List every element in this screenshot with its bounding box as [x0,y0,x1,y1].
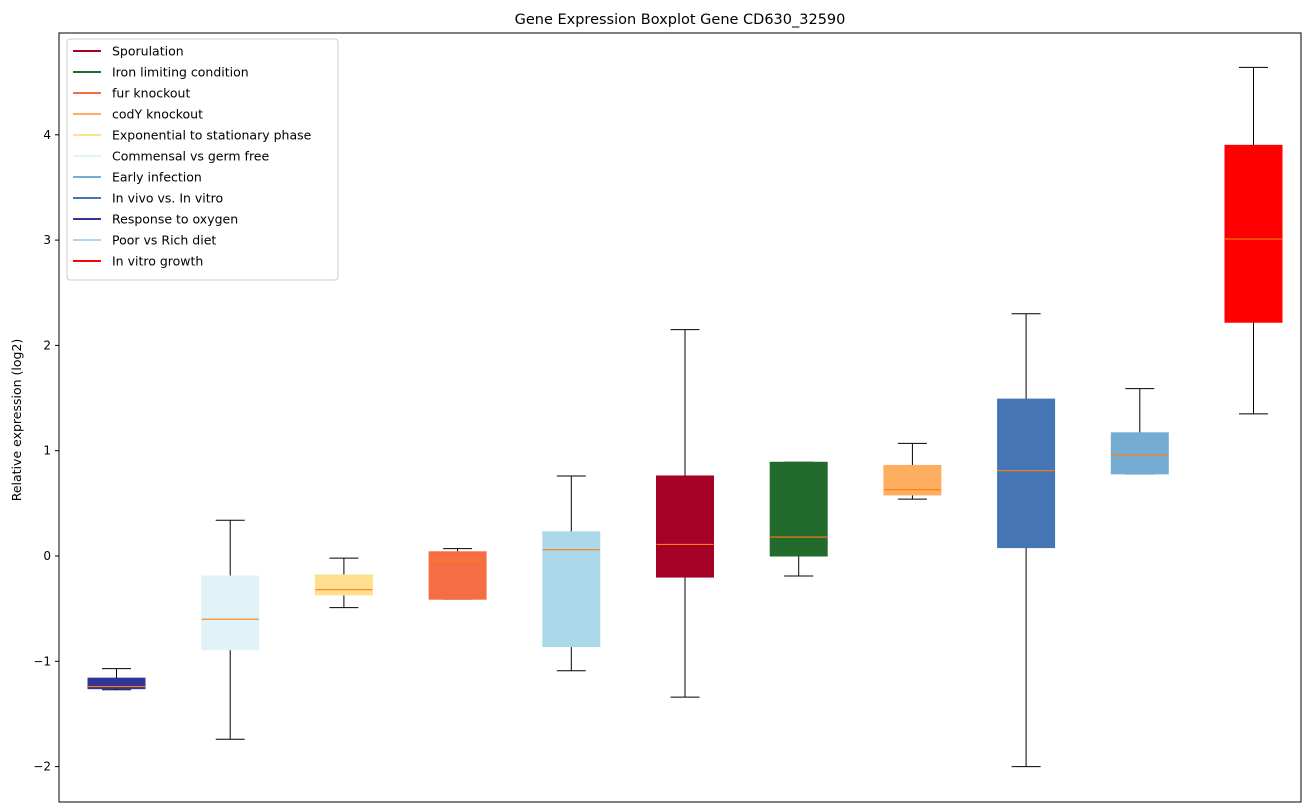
box-body [997,398,1056,549]
box-body [428,551,487,600]
legend-entry: fur knockout [112,86,190,101]
box-4 [428,548,487,600]
legend-entry: Exponential to stationary phase [112,128,312,143]
legend-entry: Iron limiting condition [112,65,249,80]
legend-entry: Poor vs Rich diet [112,233,216,248]
y-axis-label: Relative expression (log2) [9,339,24,502]
box-body [87,677,146,690]
box-9 [997,313,1056,768]
box-body [542,531,601,648]
box-8 [883,442,942,500]
box-2 [201,519,260,740]
legend: Sporulation Iron limiting condition fur kn… [66,38,339,281]
box-11 [1224,66,1283,415]
axes-frame [58,32,1302,803]
legend-entry: Commensal vs germ free [112,149,269,164]
box-10 [1110,388,1169,475]
box-body [314,574,373,596]
y-axis: −2 −1 0 1 2 3 4 [33,128,59,774]
y-tick-label: 4 [43,128,51,142]
box-body [769,461,828,557]
chart-title: Gene Expression Boxplot Gene CD630_32590 [515,12,846,28]
box-body [656,475,714,578]
legend-entry: Early infection [112,170,202,185]
y-tick-label: 3 [43,233,51,247]
legend-entry: In vivo vs. In vitro [112,191,223,206]
y-tick-label: 1 [43,444,51,458]
box-3 [314,557,373,609]
box-body [1110,432,1169,475]
legend-frame [66,38,339,281]
legend-entry: codY knockout [112,107,203,122]
box-body [883,464,942,496]
y-tick-label: 0 [43,549,51,563]
plot-area [87,66,1283,768]
legend-entry: Sporulation [112,44,184,59]
box-5 [542,475,601,672]
box-body [201,575,260,651]
box-1 [87,668,146,691]
y-tick-label: −1 [33,654,51,668]
y-tick-label: −2 [33,760,51,774]
box-body [1224,144,1283,323]
legend-entry: In vitro growth [112,254,203,269]
box-7 [769,461,828,577]
y-tick-label: 2 [43,338,51,352]
box-6 [656,329,714,698]
legend-entry: Response to oxygen [112,212,238,227]
